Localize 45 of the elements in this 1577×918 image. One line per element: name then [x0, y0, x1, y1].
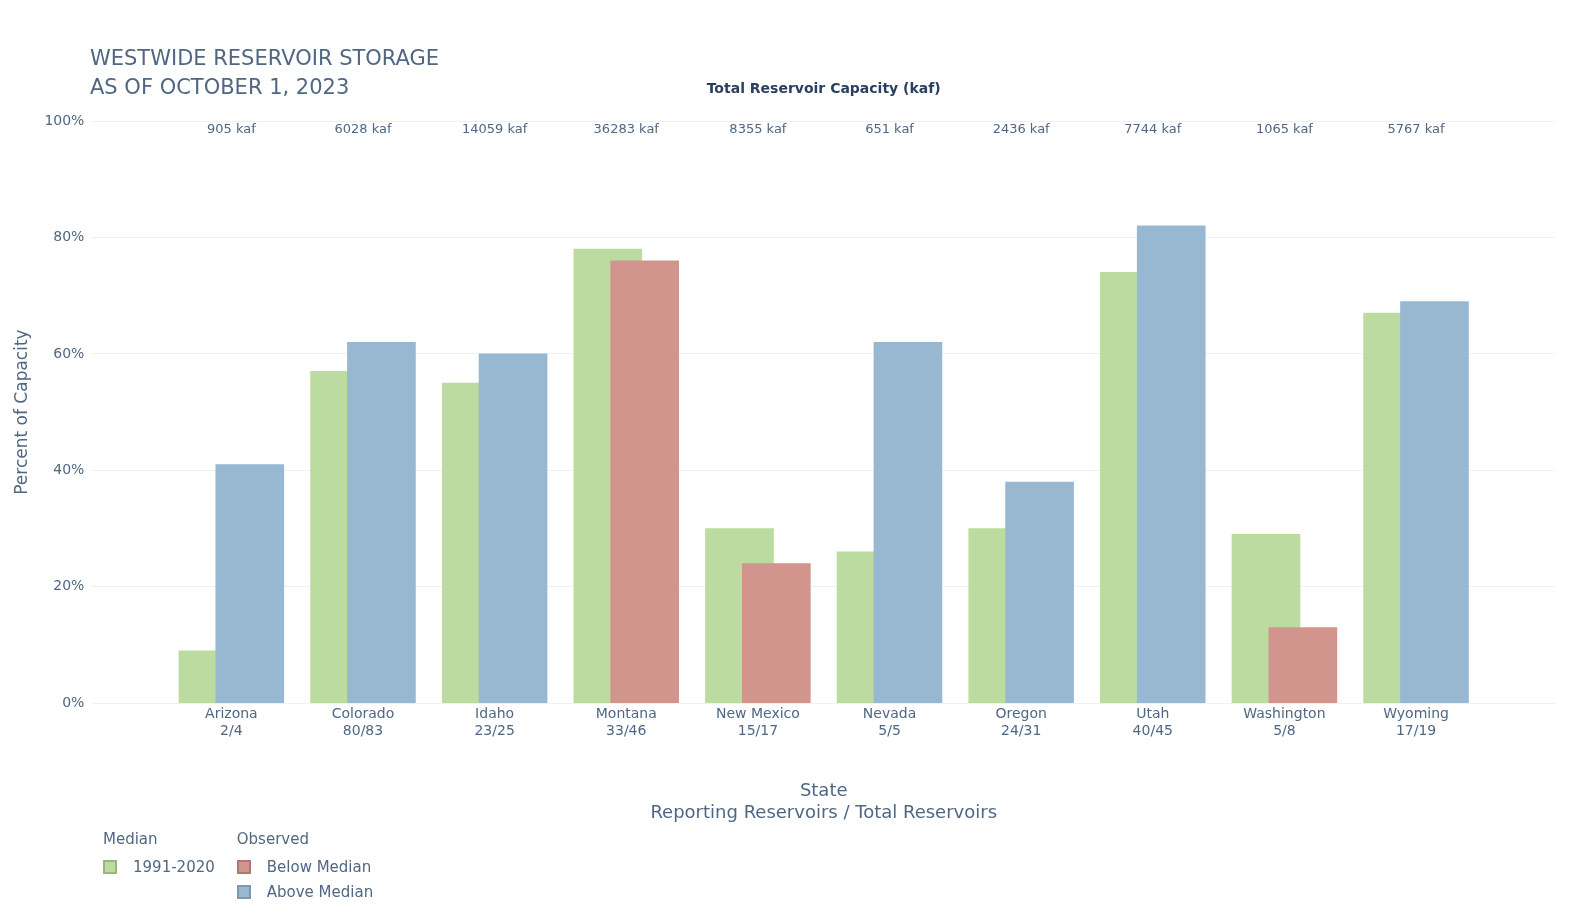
legend-label: Above Median [266, 882, 374, 901]
annotation: 1065 kaf [1255, 121, 1314, 137]
x-tick-label: Arizona 2/4 [205, 705, 258, 739]
y-tick-label: 20% [53, 577, 85, 594]
legend-label: 1991-2020 [133, 857, 215, 876]
x2-axis-title: Total Reservoir Capacity (kaf) [706, 79, 941, 96]
bar [873, 341, 943, 704]
y-tick-label: 40% [53, 460, 85, 477]
annotation: 905 kaf [206, 121, 257, 137]
bar [1400, 301, 1469, 704]
annotation: 5767 kaf [1387, 121, 1446, 137]
legend-label: Below Median [266, 857, 372, 876]
x-tick-label: Nevada 5/5 [862, 705, 917, 739]
bar [742, 563, 811, 704]
annotation: 8355 kaf [729, 121, 787, 137]
y-tick-label: 100% [44, 111, 85, 128]
annotation: 6028 kaf [334, 121, 392, 137]
bar [1136, 225, 1206, 704]
annotation: 7744 kaf [1124, 121, 1182, 137]
annotation: 651 kaf [865, 121, 915, 137]
chart-title: WESTWIDE RESERVOIR STORAGE AS OF OCTOBER 1, 2023 [90, 45, 440, 101]
x-tick-label: Oregon 24/31 [995, 705, 1047, 739]
y-tick-label: 60% [53, 344, 85, 361]
bar [610, 260, 680, 704]
bar [1005, 481, 1074, 704]
bar [347, 341, 416, 704]
y-tick-label: 80% [53, 228, 85, 245]
x-tick-label: Colorado 80/83 [331, 705, 395, 739]
text: Median [103, 830, 159, 850]
y-tick-label: 0% [62, 693, 85, 710]
bar [215, 464, 285, 704]
x-tick-label: Montana 33/46 [595, 705, 657, 739]
x-tick-label: Idaho 23/25 [474, 705, 515, 739]
x-tick-label: Wyoming 17/19 [1383, 705, 1449, 739]
annotation: 36283 kaf [593, 121, 660, 137]
annotation: 2436 kaf [992, 121, 1051, 137]
x-axis-title: State Reporting Reservoirs / Total Reservoirs [650, 779, 998, 822]
x-tick-label: Washington 5/8 [1243, 705, 1326, 739]
annotation: 14059 kaf [461, 121, 528, 137]
x-tick-label: New Mexico 15/17 [715, 705, 800, 739]
y-axis-title: Percent of Capacity [10, 329, 31, 495]
x-tick-label: Utah 40/45 [1132, 705, 1173, 739]
text: Observed [236, 830, 310, 850]
bar [478, 353, 548, 704]
bar [1268, 627, 1338, 704]
